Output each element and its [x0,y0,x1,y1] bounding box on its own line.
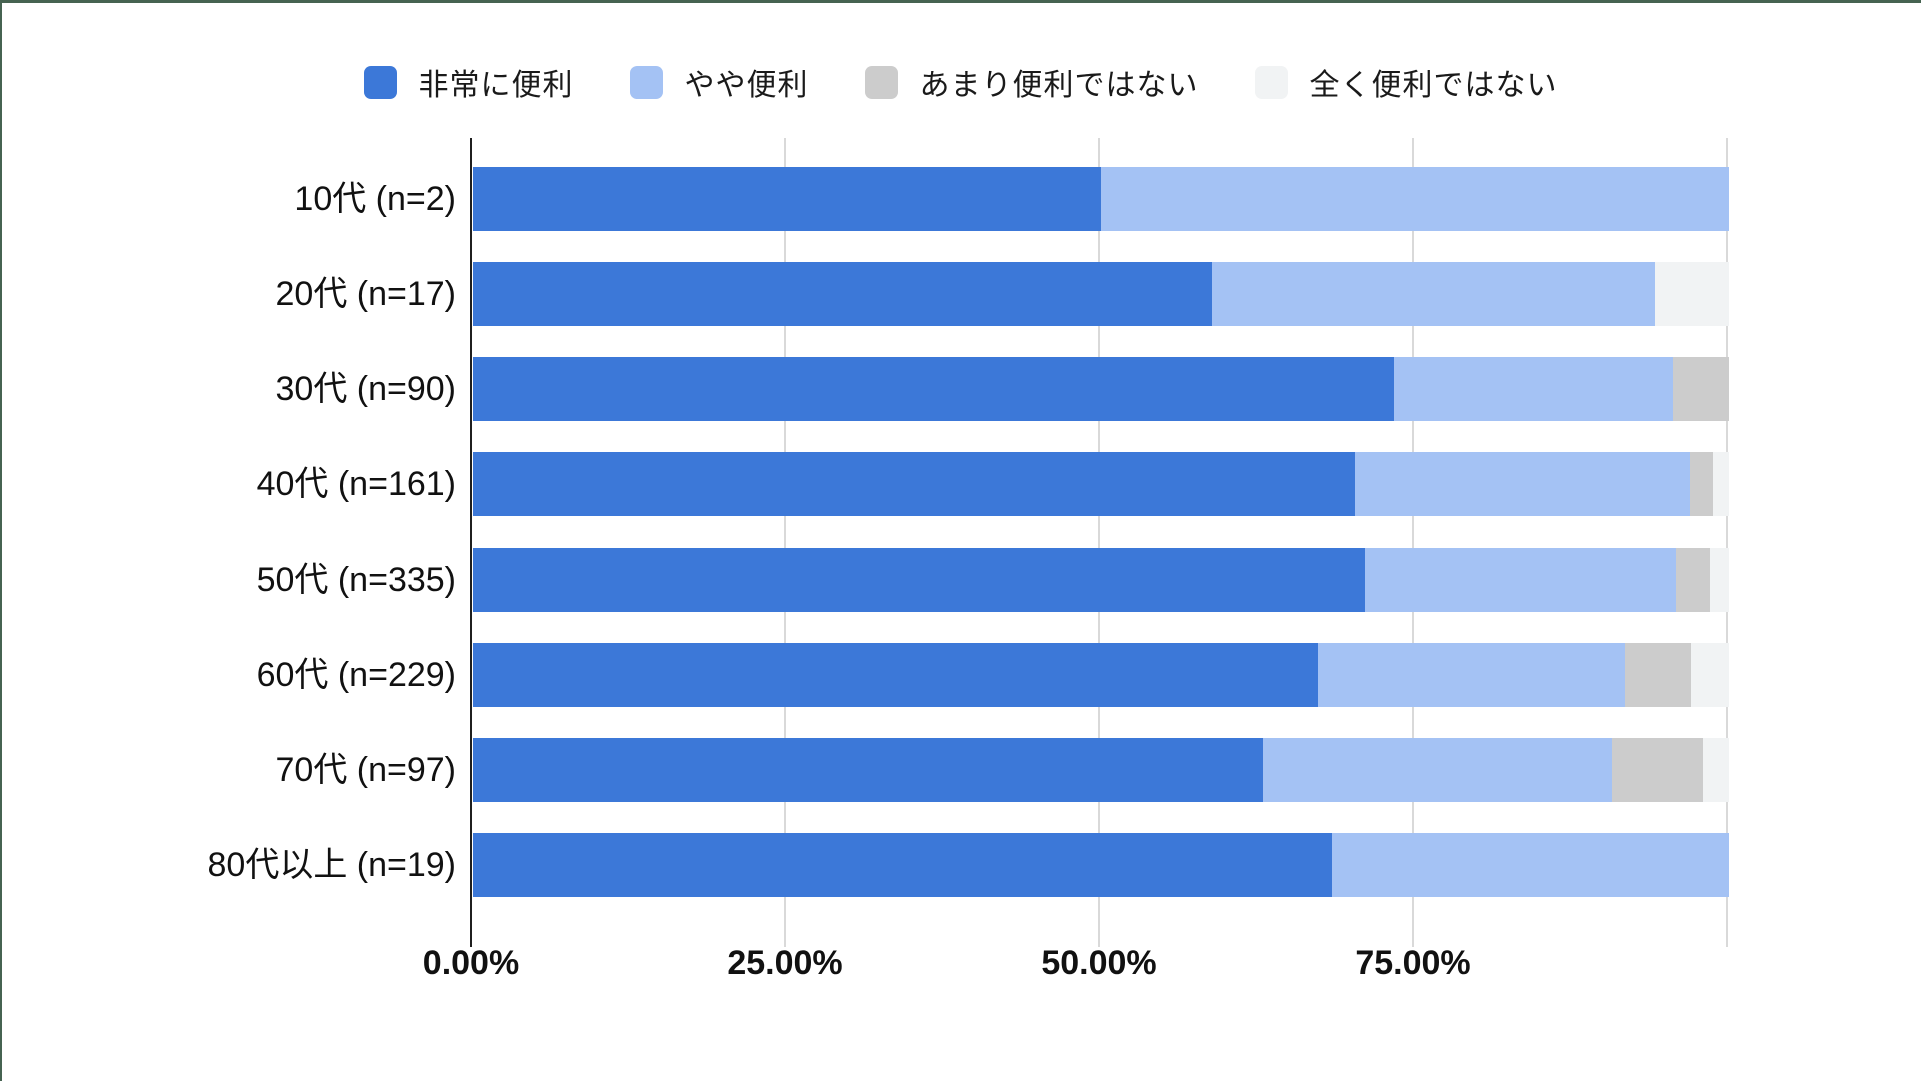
bar-segment-very-convenient [473,643,1318,707]
window-edge-top [0,0,1921,3]
category-label: 50代 (n=335) [256,561,456,599]
bar-segment-very-convenient [473,548,1366,612]
legend-swatch-very-convenient [363,65,397,99]
bar-row-5 [473,548,1729,612]
bar-segment-not-at-all-convenient [1703,738,1730,802]
legend: 非常に便利 やや便利 あまり便利ではない 全く便利ではない [0,60,1921,104]
category-label: 20代 (n=17) [275,275,457,313]
gridline-100-percent [1726,138,1728,947]
category-label: 60代 (n=229) [256,656,456,694]
bar-segment-not-very-convenient [1676,548,1711,612]
legend-item-not-very-convenient: あまり便利ではない [864,60,1199,104]
bar-row-1 [473,167,1729,231]
x-tick-label: 50.00% [1041,944,1157,982]
gridline-25-percent [784,138,786,947]
bar-segment-very-convenient [473,452,1355,516]
legend-swatch-not-at-all-convenient [1254,65,1288,99]
bar-segment-very-convenient [473,262,1212,326]
window-edge-left [0,0,2,1081]
bar-segment-somewhat-convenient [1211,262,1655,326]
gridline-50-percent [1098,138,1100,947]
bar-segment-somewhat-convenient [1394,357,1674,421]
category-label: 80代以上 (n=19) [207,846,457,884]
x-tick-label: 0.00% [422,944,520,982]
x-tick-label: 75.00% [1355,944,1471,982]
bar-row-2 [473,262,1729,326]
legend-item-not-at-all-convenient: 全く便利ではない [1254,60,1558,104]
legend-label-somewhat-convenient: やや便利 [684,69,809,102]
bar-segment-not-very-convenient [1673,357,1729,421]
bar-row-7 [473,738,1730,802]
category-label: 40代 (n=161) [256,465,456,503]
legend-swatch-somewhat-convenient [629,65,663,99]
x-tick-label: 25.00% [727,944,843,982]
bar-row-3 [473,357,1729,421]
bar-segment-not-very-convenient [1624,643,1691,707]
y-axis-line [470,138,472,947]
bar-segment-somewhat-convenient [1354,452,1691,516]
bar-segment-somewhat-convenient [1365,548,1677,612]
category-label: 30代 (n=90) [275,370,457,408]
bar-segment-not-at-all-convenient [1690,643,1729,707]
category-label: 70代 (n=97) [275,751,457,789]
legend-label-not-very-convenient: あまり便利ではない [919,69,1199,102]
legend-label-very-convenient: 非常に便利 [418,69,574,102]
bar-row-8 [473,833,1729,897]
legend-label-not-at-all-convenient: 全く便利ではない [1309,69,1558,102]
bar-segment-not-at-all-convenient [1713,452,1729,516]
bar-row-6 [473,643,1729,707]
bar-segment-not-at-all-convenient [1710,548,1729,612]
bar-segment-very-convenient [473,738,1263,802]
bar-segment-not-at-all-convenient [1655,262,1729,326]
bar-segment-not-very-convenient [1690,452,1714,516]
plot-area [470,138,1730,947]
category-label: 10代 (n=2) [294,180,456,218]
bar-segment-somewhat-convenient [1317,643,1625,707]
bar-segment-very-convenient [473,833,1333,897]
bar-segment-somewhat-convenient [1101,167,1729,231]
legend-item-somewhat-convenient: やや便利 [629,60,809,104]
gridline-75-percent [1412,138,1414,947]
legend-item-very-convenient: 非常に便利 [363,60,574,104]
bar-segment-somewhat-convenient [1262,738,1613,802]
bar-segment-very-convenient [473,167,1101,231]
bar-segment-not-very-convenient [1612,738,1704,802]
legend-swatch-not-very-convenient [864,65,898,99]
bar-segment-very-convenient [473,357,1395,421]
bar-segment-somewhat-convenient [1332,833,1729,897]
bar-row-4 [473,452,1729,516]
